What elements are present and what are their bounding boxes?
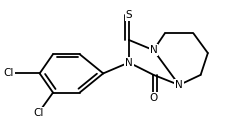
Text: S: S xyxy=(126,10,132,20)
Text: O: O xyxy=(149,93,158,103)
Text: N: N xyxy=(150,45,157,55)
Text: Cl: Cl xyxy=(4,68,14,78)
Text: N: N xyxy=(125,58,133,68)
Text: Cl: Cl xyxy=(33,108,44,118)
Text: N: N xyxy=(175,80,183,90)
